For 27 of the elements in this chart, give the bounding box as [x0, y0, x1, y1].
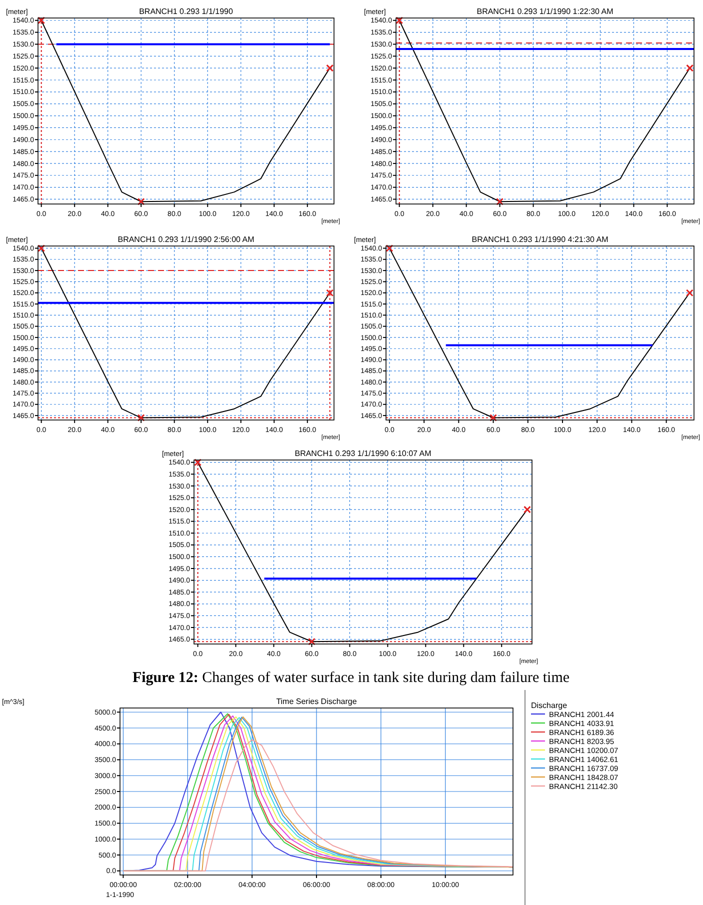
chart-title: Time Series Discharge [276, 697, 358, 706]
chart-title: BRANCH1 0.293 1/1/1990 1:22:30 AM [476, 7, 614, 16]
point [137, 198, 145, 206]
point [524, 506, 532, 514]
point [490, 414, 498, 422]
line-series [398, 20, 690, 202]
chart-title: BRANCH1 0.293 1/1/1990 [139, 7, 234, 16]
legend-title: Discharge [531, 701, 568, 710]
line-series [40, 248, 330, 418]
line-series [388, 248, 690, 418]
point [326, 289, 334, 297]
point [686, 64, 694, 72]
point [686, 289, 694, 297]
line-series [40, 20, 330, 202]
chart-title: BRANCH1 0.293 1/1/1990 2:56:00 AM [118, 235, 255, 244]
point [38, 16, 46, 24]
point [326, 64, 334, 72]
point [137, 414, 145, 422]
point [496, 198, 504, 206]
point [38, 244, 46, 252]
point [386, 244, 394, 252]
point [396, 16, 404, 24]
caption: Figure 12: Changes of water surface in tank site during dam failure time [132, 670, 570, 686]
point [194, 458, 202, 466]
point [308, 638, 316, 646]
chart-title: BRANCH1 0.293 1/1/1990 4:21:30 AM [472, 235, 609, 244]
chart-title: BRANCH1 0.293 1/1/1990 6:10:07 AM [294, 449, 432, 458]
